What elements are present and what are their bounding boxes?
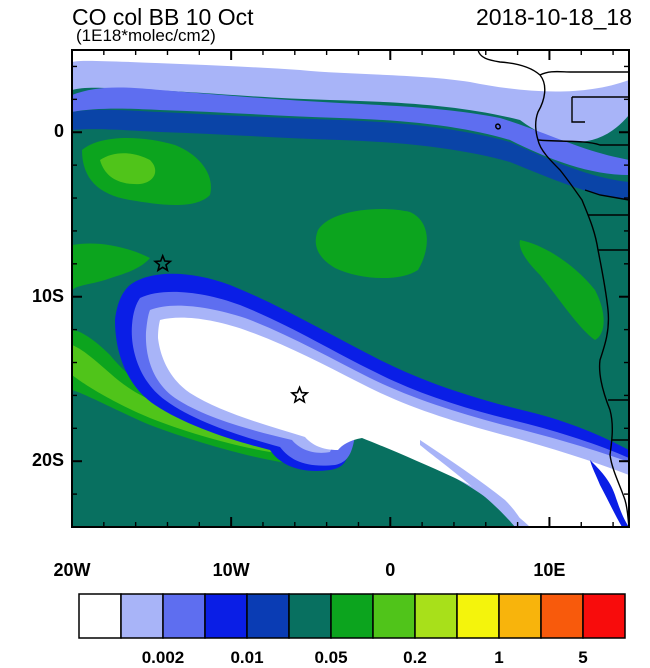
colorbar-swatch bbox=[288, 593, 332, 639]
field-level-0.02-north bbox=[72, 109, 629, 200]
colorbar-swatch bbox=[414, 593, 458, 639]
plot-border bbox=[71, 49, 630, 528]
field-level-0.1-coast bbox=[519, 240, 604, 340]
colorbar-label: 0.002 bbox=[141, 648, 185, 667]
x-tick-label: 10E bbox=[533, 560, 566, 580]
valid-time-label: 2018-10-18_18 bbox=[475, 4, 632, 30]
colorbar-swatch bbox=[372, 593, 416, 639]
map-title: CO col BB 10 Oct bbox=[72, 4, 254, 30]
colorbar-label: 0.2 bbox=[403, 648, 427, 667]
x-tick-label: 10W bbox=[212, 560, 250, 580]
colorbar-label: 0.01 bbox=[230, 648, 264, 667]
colorbar-swatch bbox=[582, 593, 626, 639]
y-tick-label: 10S bbox=[31, 285, 64, 306]
field-level-0.2-west bbox=[100, 153, 156, 185]
colorbar-swatch bbox=[246, 593, 290, 639]
colorbar-swatch bbox=[162, 593, 206, 639]
field-level-0.01-coast bbox=[590, 460, 629, 527]
x-tick-label: 20W bbox=[53, 560, 91, 580]
station-markers bbox=[153, 253, 310, 404]
units-label: (1E18*molec/cm2) bbox=[76, 26, 216, 45]
x-tick-label: 0 bbox=[385, 560, 396, 580]
field-level-0.1-southwest bbox=[72, 243, 150, 290]
field-level-0.005-north bbox=[72, 87, 629, 175]
colorbar-label: 1 bbox=[494, 648, 504, 667]
field-level-0.1-central bbox=[315, 209, 427, 279]
colorbar-swatch bbox=[78, 593, 122, 639]
colorbar-swatch bbox=[120, 593, 164, 639]
colorbar-label: 5 bbox=[578, 648, 588, 667]
y-tick-label: 20S bbox=[31, 450, 64, 471]
star-marker-2 bbox=[289, 385, 310, 404]
colorbar bbox=[78, 593, 626, 639]
map-frame bbox=[71, 49, 630, 528]
colorbar-swatch bbox=[456, 593, 500, 639]
colorbar-swatch bbox=[330, 593, 374, 639]
field-layers bbox=[72, 50, 629, 527]
coastline bbox=[477, 49, 630, 528]
field-level-0.002-streamer bbox=[420, 440, 525, 527]
field-clear-plume-core bbox=[158, 317, 629, 527]
colorbar-swatch bbox=[540, 593, 584, 639]
colorbar-swatch bbox=[204, 593, 248, 639]
y-tick-label: 0 bbox=[53, 121, 64, 142]
star-marker-1 bbox=[153, 253, 173, 273]
colorbar-label: 0.05 bbox=[314, 648, 348, 667]
colorbar-swatch bbox=[498, 593, 542, 639]
